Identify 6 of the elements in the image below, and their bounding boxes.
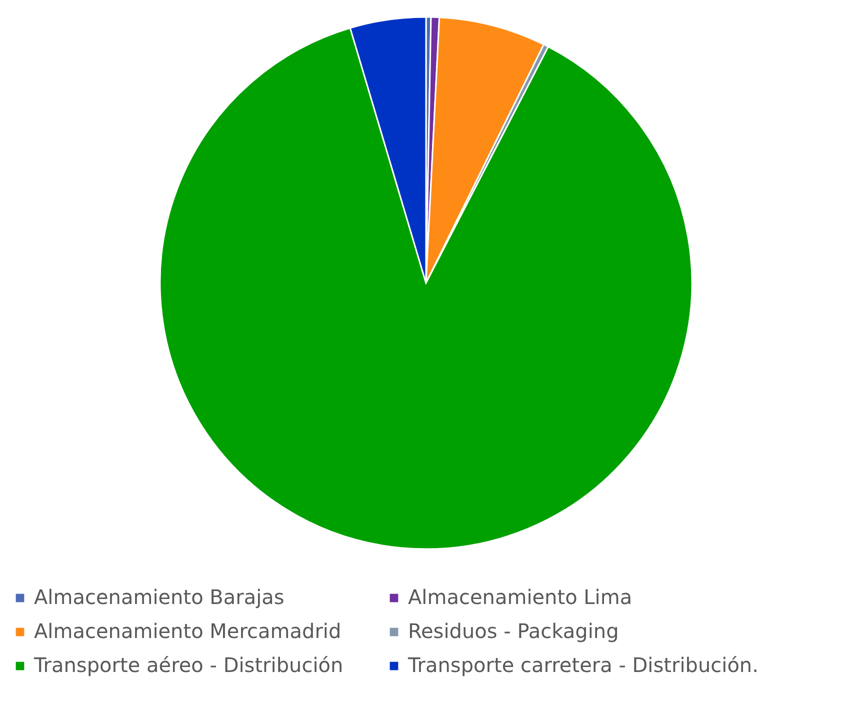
legend-label: Almacenamiento Mercamadrid (34, 619, 342, 643)
legend-label: Transporte carretera - Distribución. (407, 653, 758, 677)
legend-label: Almacenamiento Barajas (34, 585, 284, 609)
legend-label: Almacenamiento Lima (408, 585, 632, 609)
legend-label: Residuos - Packaging (408, 619, 619, 643)
legend-label: Transporte aéreo - Distribución (33, 653, 344, 677)
